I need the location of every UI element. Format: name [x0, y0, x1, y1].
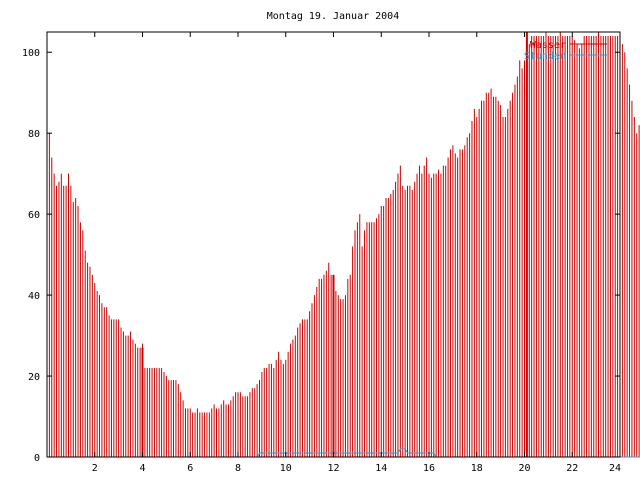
x-tick-label: 22	[566, 463, 578, 474]
x-tick-label: 20	[518, 463, 530, 474]
x-tick-label: 14	[375, 463, 387, 474]
x-tick-label: 24	[609, 463, 621, 474]
y-tick-label: 60	[28, 210, 40, 221]
x-tick-label: 18	[471, 463, 483, 474]
marker-layer	[141, 32, 528, 457]
x-tick-label: 12	[327, 463, 339, 474]
y-tick-label: 100	[22, 48, 40, 59]
y-tick-label: 80	[28, 129, 40, 140]
bars-layer	[46, 32, 640, 457]
x-tick-label: 4	[139, 463, 145, 474]
chart-title: Montag 19. Januar 2004	[267, 11, 399, 22]
x-tick-label: 2	[92, 463, 98, 474]
y-tick-label: 40	[28, 291, 40, 302]
x-tick-label: 6	[187, 463, 193, 474]
y-tick-label: 20	[28, 372, 40, 383]
x-tick-label: 16	[423, 463, 435, 474]
x-tick-label: 8	[235, 463, 241, 474]
y-tick-label: 0	[34, 453, 40, 464]
x-tick-label: 10	[280, 463, 292, 474]
legend-label: Stunden	[524, 51, 566, 62]
legend-label: Wasser	[530, 40, 566, 51]
